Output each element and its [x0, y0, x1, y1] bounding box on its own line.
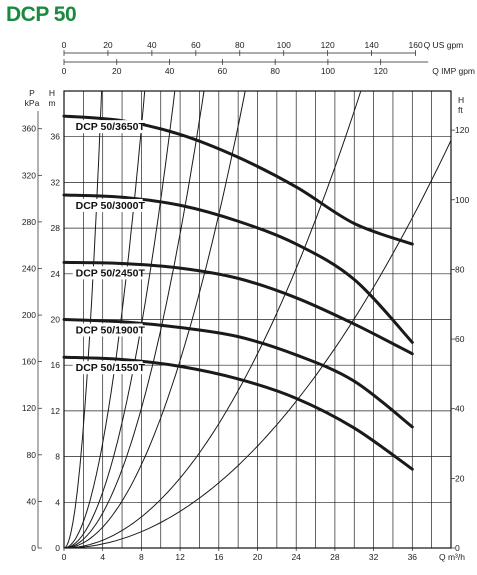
series-label: DCP 50/2450T	[76, 267, 146, 279]
x-tick-label: 16	[214, 552, 224, 562]
x-axis-label: Q m³/h	[439, 552, 465, 562]
us-gpm-tick-label: 20	[103, 40, 113, 50]
system-curve	[63, 90, 176, 549]
x-tick-label: 4	[100, 552, 105, 562]
series-label: DCP 50/1900T	[76, 325, 146, 337]
system-curve	[63, 90, 246, 549]
us-gpm-tick-label: 160	[408, 40, 422, 50]
series-label: DCP 50/3650T	[76, 121, 146, 133]
h-m-tick-label: 0	[55, 543, 60, 553]
h-ft-tick-label: 40	[455, 404, 465, 414]
h-ft-axis-unit: ft	[458, 105, 463, 115]
x-tick-label: 8	[139, 552, 144, 562]
system-curve	[63, 90, 362, 549]
us-gpm-tick-label: 100	[277, 40, 291, 50]
page-title: DCP 50	[6, 3, 77, 26]
us-gpm-tick-label: 0	[62, 40, 67, 50]
h-m-tick-label: 8	[55, 452, 60, 462]
p-kpa-tick-label: 40	[27, 496, 37, 506]
x-tick-label: 20	[253, 552, 263, 562]
x-tick-label: 36	[408, 552, 418, 562]
axes: 0 4 8 12 16 20 24 28 32 36 Q m³/h04812162024283236…	[22, 40, 475, 562]
system-curve	[63, 90, 205, 549]
us-gpm-tick-label: 80	[235, 40, 245, 50]
x-tick-label: 32	[369, 552, 379, 562]
h-ft-tick-label: 60	[455, 334, 465, 344]
series-labels: DCP 50/3650T DCP 50/3000T DCP 50/2450T DCP …	[72, 120, 146, 375]
imp-gpm-tick-label: 100	[321, 66, 335, 76]
p-axis-label: P	[29, 88, 35, 98]
imp-gpm-tick-label: 60	[218, 66, 228, 76]
p-kpa-tick-label: 360	[22, 124, 36, 134]
us-gpm-tick-label: 140	[365, 40, 379, 50]
p-kpa-tick-label: 240	[22, 263, 36, 273]
imp-gpm-tick-label: 40	[165, 66, 175, 76]
imp-gpm-axis-label: Q IMP gpm	[432, 66, 475, 76]
series-label: DCP 50/1550T	[76, 362, 146, 374]
us-gpm-axis-label: Q US gpm	[424, 40, 464, 50]
series-label: DCP 50/3000T	[76, 200, 146, 212]
imp-gpm-tick-label: 0	[62, 66, 67, 76]
h-m-tick-label: 12	[51, 406, 61, 416]
pump-curve-1	[62, 193, 414, 344]
x-tick-label: 24	[291, 552, 301, 562]
us-gpm-tick-label: 60	[191, 40, 201, 50]
p-kpa-tick-label: 120	[22, 403, 36, 413]
system-curves	[63, 90, 452, 549]
system-curve	[63, 140, 452, 549]
x-tick-label: 28	[330, 552, 340, 562]
h-ft-tick-label: 120	[455, 125, 469, 135]
system-curve	[63, 90, 103, 549]
h-m-tick-label: 16	[51, 360, 61, 370]
h-m-axis-label: H	[49, 88, 55, 98]
h-m-tick-label: 32	[51, 177, 61, 187]
h-m-tick-label: 24	[51, 269, 61, 279]
h-ft-axis-label: H	[458, 95, 464, 105]
series-label-bg	[72, 198, 143, 212]
h-ft-tick-label: 0	[455, 543, 460, 553]
h-m-tick-label: 36	[51, 132, 61, 142]
us-gpm-tick-label: 120	[321, 40, 335, 50]
pump-curve-4	[62, 355, 414, 471]
series-label-bg	[72, 361, 143, 375]
pump-curve-3	[62, 318, 414, 429]
h-m-tick-label: 28	[51, 223, 61, 233]
imp-gpm-tick-label: 120	[374, 66, 388, 76]
p-kpa-tick-label: 320	[22, 170, 36, 180]
x-tick-label: 0	[62, 552, 67, 562]
p-kpa-tick-label: 0	[31, 543, 36, 553]
h-ft-tick-label: 100	[455, 195, 469, 205]
h-ft-tick-label: 20	[455, 473, 465, 483]
imp-gpm-tick-label: 20	[112, 66, 122, 76]
system-curve	[63, 90, 146, 549]
h-m-tick-label: 20	[51, 315, 61, 325]
series-label-bg	[72, 266, 143, 280]
series-label-bg	[72, 120, 143, 134]
p-kpa-tick-label: 200	[22, 310, 36, 320]
imp-gpm-tick-label: 80	[270, 66, 280, 76]
us-gpm-tick-label: 40	[147, 40, 157, 50]
pump-curve-2	[62, 260, 414, 356]
p-kpa-tick-label: 80	[27, 450, 37, 460]
series-label-bg	[72, 323, 143, 337]
p-axis-unit: kPa	[25, 98, 40, 108]
h-m-tick-label: 4	[55, 497, 60, 507]
h-m-axis-unit: m	[48, 98, 55, 108]
p-kpa-tick-label: 160	[22, 357, 36, 367]
p-kpa-tick-label: 280	[22, 217, 36, 227]
x-tick-label: 12	[175, 552, 185, 562]
h-ft-tick-label: 80	[455, 264, 465, 274]
